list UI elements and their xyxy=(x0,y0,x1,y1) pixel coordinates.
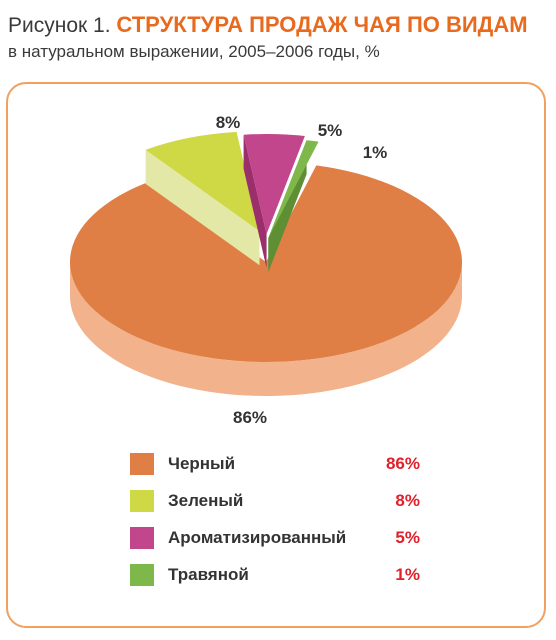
legend-label: Зеленый xyxy=(168,491,244,510)
legend-item-aromatic: Ароматизированный 5% xyxy=(130,526,430,563)
legend-item-green: Зеленый 8% xyxy=(130,489,430,526)
legend-swatch-black xyxy=(130,453,154,475)
legend-swatch-herbal xyxy=(130,564,154,586)
pie-slice-aromatic xyxy=(243,134,305,235)
pie-inner-wall-aromatic xyxy=(243,134,267,269)
legend-item-herbal: Травяной 1% xyxy=(130,563,430,600)
legend: Черный 86% Зеленый 8% Ароматизированный … xyxy=(130,452,430,600)
legend-value: 1% xyxy=(395,565,420,584)
figure-title: Рисунок 1. СТРУКТУРА ПРОДАЖ ЧАЯ ПО ВИДАМ xyxy=(8,12,548,39)
slice-label-black: 86% xyxy=(233,408,267,427)
pie-side-black xyxy=(70,262,462,396)
legend-label: Черный xyxy=(168,454,236,473)
legend-value: 5% xyxy=(395,528,420,547)
pie-inner-wall-green xyxy=(145,149,260,266)
legend-label: Ароматизированный xyxy=(168,528,347,547)
legend-swatch-green xyxy=(130,490,154,512)
chart-subtitle: в натуральном выражении, 2005–2006 годы,… xyxy=(8,42,380,61)
slice-label-aromatic: 5% xyxy=(318,121,343,140)
chart-title: СТРУКТУРА ПРОДАЖ ЧАЯ ПО ВИДАМ xyxy=(116,12,528,37)
pie-slice-green xyxy=(145,131,260,232)
legend-label: Травяной xyxy=(168,565,249,584)
slice-label-herbal: 1% xyxy=(363,143,388,162)
legend-value: 8% xyxy=(395,491,420,510)
legend-swatch-aromatic xyxy=(130,527,154,549)
legend-item-black: Черный 86% xyxy=(130,452,430,489)
chart-frame xyxy=(6,82,546,628)
slice-label-green: 8% xyxy=(216,113,241,132)
figure-prefix: Рисунок 1. xyxy=(8,14,111,37)
pie-slice-herbal xyxy=(268,140,319,239)
legend-value: 86% xyxy=(385,454,420,473)
